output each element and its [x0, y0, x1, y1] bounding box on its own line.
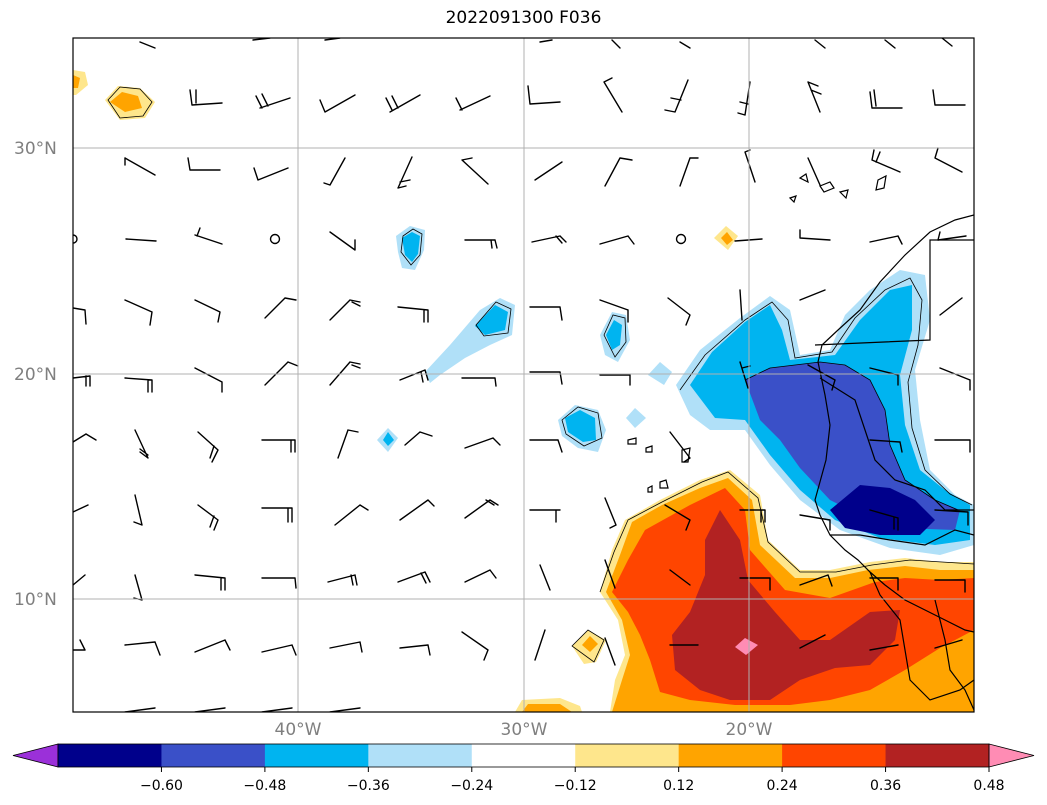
- pos-region-edge: [73, 70, 88, 95]
- colorbar-segment: [161, 744, 266, 767]
- pos-region-max: [672, 510, 900, 700]
- colorbar-tick-label: −0.36: [347, 778, 390, 794]
- colorbar-segment: [575, 744, 680, 767]
- colorbar-tick-label: −0.12: [554, 778, 597, 794]
- canary-islands: [788, 173, 887, 204]
- africa-border-5: [934, 599, 974, 711]
- colorbar-tick-label: 0.24: [767, 778, 798, 794]
- neg-region-africa-max: [830, 485, 935, 535]
- neg-region-small-6-inner: [383, 432, 394, 446]
- neg-region-small-5: [626, 408, 646, 428]
- lat-label-10n: 10°N: [14, 590, 57, 610]
- africa-border-2: [819, 377, 974, 511]
- lat-label-30n: 30°N: [14, 139, 57, 159]
- lat-label-20n: 20°N: [14, 365, 57, 385]
- colorbar-segment: [368, 744, 473, 767]
- positive-anomaly-field: [73, 70, 974, 712]
- neg-region-small-3-inner: [565, 410, 596, 442]
- africa-border-1: [814, 239, 974, 346]
- colorbar-segment: [782, 744, 887, 767]
- neg-region-streak-inner: [475, 305, 508, 335]
- colorbar-segment: [471, 744, 576, 767]
- colorbar-segment: [885, 744, 990, 767]
- colorbar-segment: [264, 744, 369, 767]
- pos-region-peak: [735, 638, 758, 655]
- africa-coast: [814, 214, 974, 633]
- pos-region-small-2-inner: [582, 636, 598, 652]
- calm-markers: [73, 233, 687, 245]
- colorbar: −0.60 −0.48 −0.36 −0.24 −0.12 0.12 0.24 0.36 0.4…: [12, 743, 1035, 794]
- cape-verde: [627, 437, 691, 493]
- pos-region-small-1-inner: [721, 232, 733, 245]
- pos-region-edge-inner: [73, 75, 80, 88]
- colorbar-tick-label: −0.60: [140, 778, 183, 794]
- colorbar-segment: [58, 744, 162, 767]
- colorbar-tick-label: −0.48: [243, 778, 286, 794]
- pos-region-bottom-inner: [522, 704, 572, 712]
- lon-label-40w: 40°W: [275, 720, 322, 740]
- map-frame: [72, 37, 975, 713]
- colorbar-tick-label: 0.48: [973, 778, 1004, 794]
- gridlines: [73, 38, 974, 712]
- colorbar-extend-high: [988, 743, 1035, 768]
- wind-barbs: [73, 38, 971, 712]
- neg-region-africa-strong: [745, 362, 960, 530]
- colorbar-tick-label: 0.36: [870, 778, 901, 794]
- colorbar-frame: [57, 743, 990, 768]
- lon-label-30w: 30°W: [501, 720, 548, 740]
- africa-border-3: [830, 529, 974, 546]
- map-title: 2022091300 F036: [445, 8, 602, 28]
- neg-region-small-2-inner: [606, 320, 622, 350]
- colorbar-segment: [678, 744, 783, 767]
- colorbar-tick-label: 0.12: [663, 778, 694, 794]
- pos-region-subtropical-inner: [110, 92, 142, 112]
- contour-lines: [107, 86, 974, 663]
- neg-region-small-1-inner: [402, 232, 420, 262]
- colorbar-extend-low: [12, 743, 59, 768]
- lon-label-20w: 20°W: [726, 720, 773, 740]
- colorbar-tick-label: −0.24: [450, 778, 493, 794]
